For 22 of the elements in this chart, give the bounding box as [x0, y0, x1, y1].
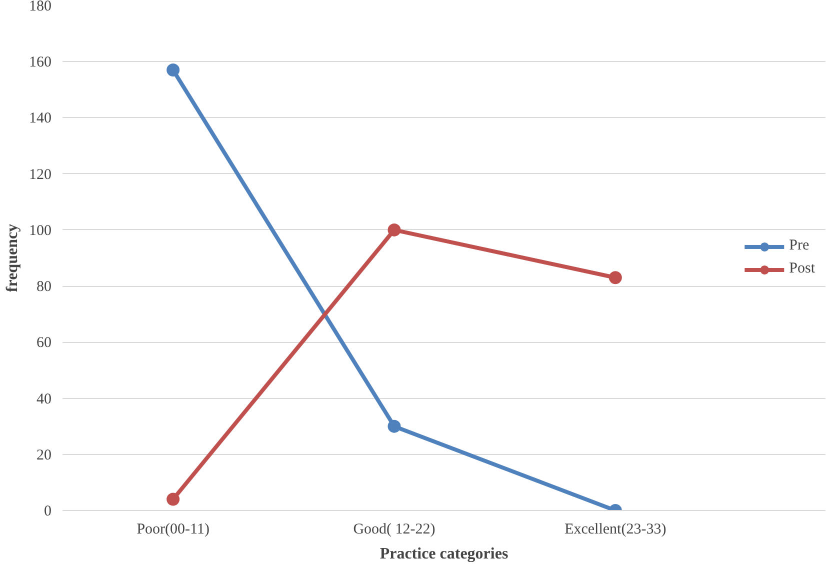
y-tick-label: 140: [29, 110, 52, 127]
y-tick-label: 120: [29, 166, 52, 183]
legend-label: Pre: [789, 238, 810, 254]
y-axis-title: frequency: [4, 224, 21, 292]
y-tick-label: 100: [29, 222, 52, 239]
x-axis-title: Practice categories: [380, 546, 508, 562]
x-tick-label: Good( 12-22): [353, 522, 436, 538]
point: [388, 420, 401, 433]
y-tick-label: 0: [44, 504, 52, 520]
y-tick-label: 160: [29, 54, 52, 71]
y-tick-label: 80: [36, 279, 52, 296]
point: [166, 492, 180, 506]
point: [388, 223, 401, 236]
y-tick-label: 20: [36, 447, 52, 464]
x-tick-label: Excellent(23-33): [564, 522, 666, 538]
point: [166, 64, 180, 77]
y-tick-label: 40: [36, 391, 52, 408]
point: [608, 271, 622, 284]
x-tick-label: Poor(00-11): [136, 522, 210, 538]
y-tick-label: 180: [29, 0, 52, 14]
y-tick-label: 60: [36, 335, 52, 352]
legend-label: Post: [789, 260, 815, 278]
